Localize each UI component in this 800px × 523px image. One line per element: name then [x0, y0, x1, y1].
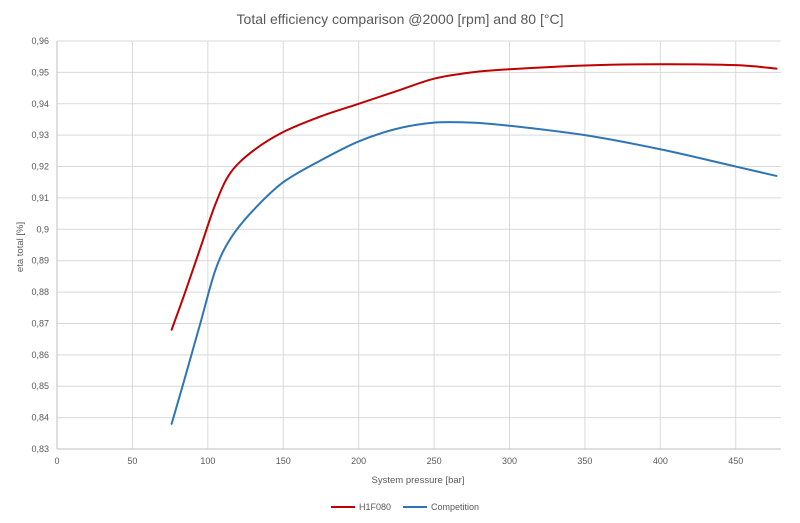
- y-tick-label: 0,94: [31, 99, 49, 109]
- legend: H1F080 Competition: [331, 502, 479, 512]
- x-tick-label: 100: [200, 456, 215, 466]
- y-tick-label: 0,91: [31, 193, 49, 203]
- y-tick-label: 0,95: [31, 67, 49, 77]
- x-tick-label: 150: [276, 456, 291, 466]
- x-tick-label: 200: [351, 456, 366, 466]
- x-tick-label: 300: [502, 456, 517, 466]
- series-line-h1f080: [170, 63, 778, 331]
- x-tick-label: 450: [728, 456, 743, 466]
- y-tick-label: 0,84: [31, 413, 49, 423]
- series-layer: [170, 63, 778, 425]
- axis-layer: 0,83 0,84 0,85 0,86 0,87 0,88 0,89 0,9 0,91 0,92 0…: [31, 36, 781, 466]
- y-tick-label: 0,87: [31, 318, 49, 328]
- x-tick-label: 350: [577, 456, 592, 466]
- chart-title: Total efficiency comparison @2000 [rpm] …: [237, 11, 564, 27]
- series-line-competition: [170, 121, 778, 425]
- y-tick-label: 0,88: [31, 287, 49, 297]
- y-tick-label: 0,9: [36, 224, 49, 234]
- y-tick-label: 0,83: [31, 444, 49, 454]
- legend-label: Competition: [431, 502, 479, 512]
- y-tick-label: 0,96: [31, 36, 49, 46]
- x-tick-label: 250: [427, 456, 442, 466]
- x-tick-label: 400: [653, 456, 668, 466]
- y-tick-label: 0,93: [31, 130, 49, 140]
- x-axis-label: System pressure [bar]: [372, 475, 465, 486]
- x-tick-label: 0: [54, 456, 59, 466]
- y-tick-label: 0,85: [31, 381, 49, 391]
- legend-label: H1F080: [359, 502, 391, 512]
- y-tick-label: 0,86: [31, 350, 49, 360]
- y-tick-label: 0,89: [31, 256, 49, 266]
- y-axis-label: eta total [%]: [15, 222, 26, 272]
- grid-layer: [56, 40, 781, 450]
- x-tick-label: 50: [127, 456, 137, 466]
- y-tick-label: 0,92: [31, 162, 49, 172]
